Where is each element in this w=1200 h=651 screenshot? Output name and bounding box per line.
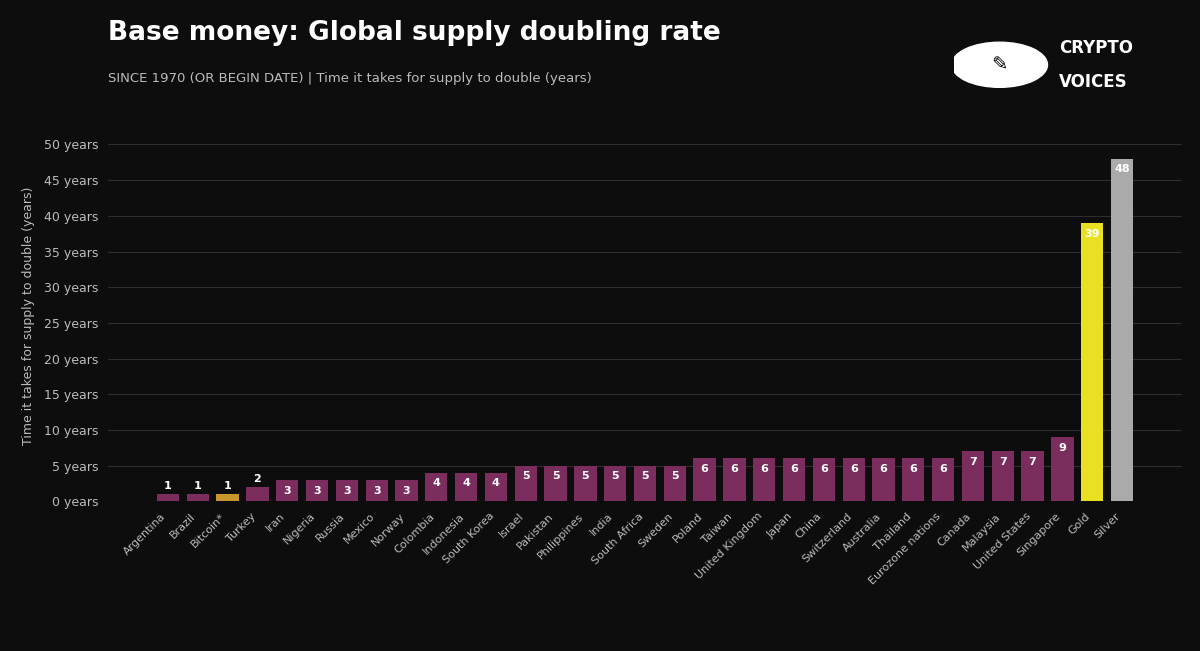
Text: 4: 4 (462, 478, 470, 488)
Text: 48: 48 (1114, 165, 1130, 174)
Bar (157, 494, 179, 501)
Bar (872, 458, 895, 501)
Text: 1: 1 (164, 481, 172, 492)
Text: 3: 3 (283, 486, 292, 495)
Text: 5: 5 (611, 471, 619, 481)
Bar (932, 458, 954, 501)
Text: 6: 6 (820, 464, 828, 474)
Bar (574, 465, 596, 501)
Bar (366, 480, 388, 501)
Text: 3: 3 (313, 486, 320, 495)
Bar (485, 473, 508, 501)
Bar (961, 451, 984, 501)
Bar (336, 480, 358, 501)
Bar (842, 458, 865, 501)
Text: VOICES: VOICES (1058, 73, 1128, 91)
Text: 6: 6 (761, 464, 768, 474)
Text: 5: 5 (552, 471, 559, 481)
Text: ✎: ✎ (991, 55, 1008, 74)
Bar (306, 480, 329, 501)
Text: 6: 6 (910, 464, 917, 474)
Bar (664, 465, 686, 501)
Text: 2: 2 (253, 474, 262, 484)
Bar (754, 458, 775, 501)
Text: 3: 3 (403, 486, 410, 495)
Bar (276, 480, 299, 501)
Text: 5: 5 (522, 471, 529, 481)
Bar (634, 465, 656, 501)
Text: 5: 5 (582, 471, 589, 481)
Bar (515, 465, 536, 501)
Text: 3: 3 (373, 486, 380, 495)
Text: 1: 1 (194, 481, 202, 492)
Bar (545, 465, 566, 501)
Bar (694, 458, 716, 501)
Text: 7: 7 (1028, 457, 1037, 467)
Bar (216, 494, 239, 501)
Text: 6: 6 (731, 464, 738, 474)
Text: 9: 9 (1058, 443, 1067, 452)
Bar (187, 494, 209, 501)
Bar (991, 451, 1014, 501)
Bar (782, 458, 805, 501)
Text: Base money: Global supply doubling rate: Base money: Global supply doubling rate (108, 20, 721, 46)
Bar (812, 458, 835, 501)
Text: 4: 4 (432, 478, 440, 488)
Y-axis label: Time it takes for supply to double (years): Time it takes for supply to double (year… (23, 187, 36, 445)
Text: 7: 7 (998, 457, 1007, 467)
Bar (604, 465, 626, 501)
Text: 5: 5 (671, 471, 679, 481)
Bar (425, 473, 448, 501)
Text: 6: 6 (701, 464, 708, 474)
Text: 6: 6 (850, 464, 858, 474)
Text: 3: 3 (343, 486, 350, 495)
Bar (902, 458, 924, 501)
Circle shape (952, 42, 1048, 87)
Text: SINCE 1970 (OR BEGIN DATE) | Time it takes for supply to double (years): SINCE 1970 (OR BEGIN DATE) | Time it tak… (108, 72, 592, 85)
Bar (395, 480, 418, 501)
Text: 1: 1 (223, 481, 232, 492)
Bar (1111, 159, 1133, 501)
Text: 6: 6 (940, 464, 947, 474)
Text: 6: 6 (790, 464, 798, 474)
Bar (1021, 451, 1044, 501)
Bar (246, 487, 269, 501)
Text: 5: 5 (641, 471, 649, 481)
Bar (455, 473, 478, 501)
Text: 7: 7 (970, 457, 977, 467)
Bar (1081, 223, 1103, 501)
Text: 39: 39 (1085, 229, 1100, 239)
Text: 4: 4 (492, 478, 500, 488)
Text: 6: 6 (880, 464, 888, 474)
Text: CRYPTO: CRYPTO (1058, 38, 1133, 57)
Bar (1051, 437, 1074, 501)
Bar (724, 458, 745, 501)
